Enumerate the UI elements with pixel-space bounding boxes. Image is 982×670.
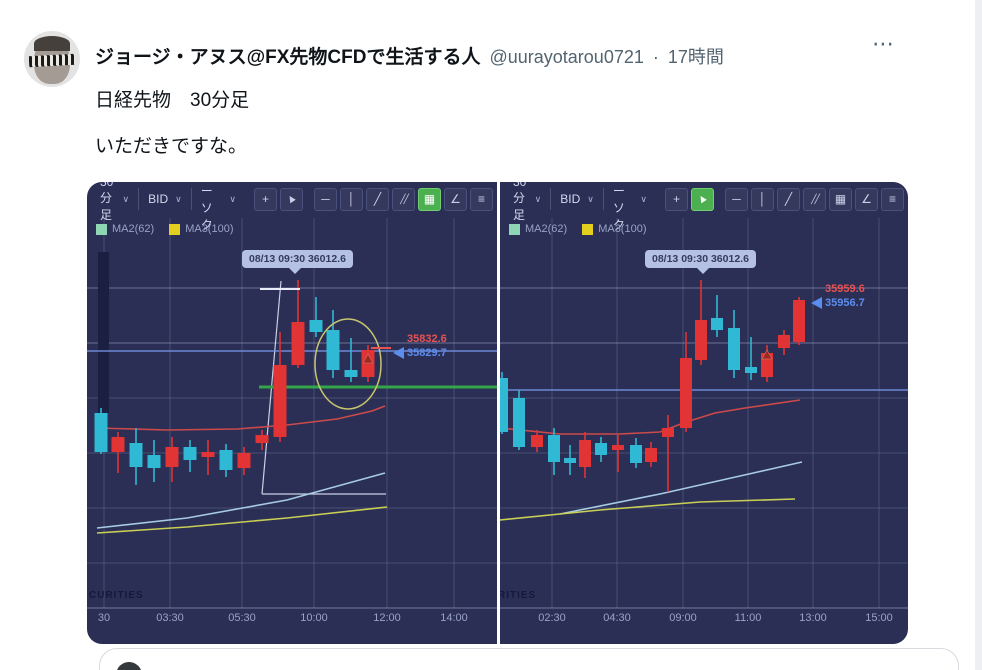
chart-pane-left[interactable]: 30分足 ∨ BID ∨ ローソク ∨ +▲─│╱╱╱▦∠≡ MA2(62)	[87, 182, 497, 644]
trendline-icon[interactable]: ╱	[366, 187, 389, 211]
reply-avatar	[116, 662, 142, 670]
chart-toolbar: 30分足 ∨ BID ∨ ローソク ∨ +▲─│╱╱╱▦∠≡	[500, 182, 908, 232]
chart-toolbar: 30分足 ∨ BID ∨ ローソク ∨ +▲─│╱╱╱▦∠≡	[87, 182, 497, 232]
menu-icon[interactable]: ≡	[470, 187, 493, 211]
time-axis-label: 30	[97, 612, 111, 624]
chart-type-value: ローソク	[612, 184, 625, 232]
tweet-text-line1: 日経先物 30分足	[95, 90, 250, 111]
ohlc-tooltip: 08/13 09:30 36012.6	[645, 250, 756, 274]
trendline-icon[interactable]: ╱	[777, 187, 800, 211]
ma3-color-swatch	[582, 223, 594, 235]
legend-item-ma2: MA2(62)	[96, 223, 154, 235]
interval-value: 30分足	[100, 182, 114, 222]
candlestick-plot	[500, 218, 908, 609]
ma3-label: MA3(100)	[185, 223, 234, 235]
interval-dropdown[interactable]: 30分足 ∨	[91, 182, 140, 222]
ask-price-label: 35832.6	[407, 333, 447, 345]
broker-watermark: RITIES	[500, 590, 537, 601]
chart-legend: MA2(62) MA3(100)	[96, 223, 233, 235]
time-axis-label: 13:00	[799, 612, 827, 624]
author-handle[interactable]: @uurayotarou0721	[489, 47, 644, 67]
tooltip-pointer	[697, 268, 709, 274]
chevron-down-icon: ∨	[587, 193, 594, 204]
vertical-line-icon[interactable]: │	[751, 187, 774, 211]
separator-dot: ·	[652, 47, 659, 67]
tweet-text-line2: いただきですな。	[95, 136, 248, 157]
fibonacci-fan-icon[interactable]: ∠	[444, 187, 467, 211]
chart-legend: MA2(62) MA3(100)	[509, 223, 646, 235]
time-axis-label: 04:30	[603, 612, 631, 624]
time-axis-label: 02:30	[538, 612, 566, 624]
author-name[interactable]: ジョージ・アヌス@FX先物CFDで生活する人	[95, 47, 481, 68]
ohlc-tooltip-text: 08/13 09:30 36012.6	[652, 253, 749, 265]
ma2-label: MA2(62)	[525, 223, 568, 235]
price-type-value: BID	[148, 192, 169, 206]
time-axis-label: 14:00	[440, 612, 468, 624]
bid-price-label: 35829.7	[407, 347, 447, 359]
chart-type-value: ローソク	[200, 184, 213, 232]
time-axis-label: 10:00	[300, 612, 328, 624]
ma2-color-swatch	[96, 223, 107, 235]
chevron-down-icon: ∨	[229, 193, 236, 204]
page-right-gutter	[975, 0, 982, 670]
legend-item-ma3: MA3(100)	[169, 223, 233, 235]
fibonacci-retracement-icon[interactable]: ▦	[829, 187, 852, 211]
ma3-label: MA3(100)	[598, 223, 647, 235]
time-axis-label: 12:00	[373, 612, 401, 624]
interval-value: 30分足	[513, 182, 527, 222]
fibonacci-retracement-icon[interactable]: ▦	[418, 187, 441, 211]
timestamp[interactable]: 17時間	[667, 47, 724, 67]
time-axis-label: 05:30	[228, 612, 256, 624]
fibonacci-fan-icon[interactable]: ∠	[855, 187, 878, 211]
media-container: 30分足 ∨ BID ∨ ローソク ∨ +▲─│╱╱╱▦∠≡ MA2(62)	[87, 182, 908, 644]
price-type-dropdown[interactable]: BID ∨	[551, 188, 604, 210]
chevron-down-icon: ∨	[122, 193, 130, 204]
broker-watermark: CURITIES	[89, 590, 144, 601]
ask-price-label: 35959.6	[825, 283, 865, 295]
chevron-down-icon: ∨	[175, 193, 182, 204]
ma3-color-swatch	[169, 223, 181, 235]
ma2-color-swatch	[509, 223, 520, 235]
price-type-value: BID	[560, 192, 581, 206]
crosshair-icon[interactable]: +	[665, 187, 688, 211]
crosshair-icon[interactable]: +	[254, 187, 277, 211]
horizontal-line-icon[interactable]: ─	[725, 187, 748, 211]
time-axis-label: 09:00	[669, 612, 697, 624]
ohlc-tooltip-text: 08/13 09:30 36012.6	[249, 253, 346, 265]
cursor-icon[interactable]: ▲	[280, 187, 303, 211]
chevron-down-icon: ∨	[640, 193, 647, 204]
vertical-line-icon[interactable]: │	[340, 187, 363, 211]
time-axis-label: 03:30	[156, 612, 184, 624]
legend-item-ma3: MA3(100)	[582, 223, 646, 235]
time-axis-label: 11:00	[734, 612, 762, 624]
horizontal-line-icon[interactable]: ─	[314, 187, 337, 211]
chevron-down-icon: ∨	[534, 193, 542, 204]
avatar-hair	[34, 36, 70, 51]
price-type-dropdown[interactable]: BID ∨	[139, 188, 192, 210]
chart-type-dropdown[interactable]: ローソク ∨	[192, 184, 245, 232]
ohlc-tooltip: 08/13 09:30 36012.6	[242, 250, 353, 274]
bid-price-label: 35956.7	[825, 297, 865, 309]
ma2-label: MA2(62)	[112, 223, 155, 235]
chart-pane-right[interactable]: 30分足 ∨ BID ∨ ローソク ∨ +▲─│╱╱╱▦∠≡ MA2(62)	[500, 182, 908, 644]
reply-compose-card[interactable]	[99, 648, 959, 670]
cursor-icon[interactable]: ▲	[691, 187, 714, 211]
avatar[interactable]	[24, 31, 80, 87]
toolbar-tools: + ▲ ─ │ ╱ ╱╱ ▦ ∠ ≡	[665, 187, 904, 211]
interval-dropdown[interactable]: 30分足 ∨	[504, 182, 552, 222]
parallel-lines-icon[interactable]: ╱╱	[392, 187, 415, 211]
parallel-lines-icon[interactable]: ╱╱	[803, 187, 826, 211]
toolbar-tools: + ▲ ─ │ ╱ ╱╱ ▦ ∠ ≡	[254, 187, 493, 211]
candlestick-plot	[87, 218, 497, 609]
tweet-header: ジョージ・アヌス@FX先物CFDで生活する人 @uurayotarou0721 …	[95, 42, 724, 69]
time-axis-label: 15:00	[865, 612, 893, 624]
more-options-icon[interactable]: ⋯	[872, 31, 894, 56]
menu-icon[interactable]: ≡	[881, 187, 904, 211]
legend-item-ma2: MA2(62)	[509, 223, 567, 235]
tooltip-pointer	[289, 268, 301, 274]
chart-type-dropdown[interactable]: ローソク ∨	[604, 184, 656, 232]
